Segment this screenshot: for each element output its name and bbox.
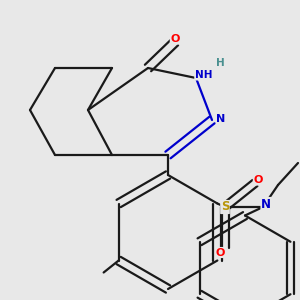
Text: N: N <box>216 113 226 124</box>
Text: NH: NH <box>195 70 212 80</box>
Text: N: N <box>261 197 271 211</box>
Text: O: O <box>253 175 263 185</box>
Text: H: H <box>216 58 224 68</box>
Text: O: O <box>170 34 180 44</box>
Text: O: O <box>216 248 225 257</box>
Text: S: S <box>221 200 229 214</box>
